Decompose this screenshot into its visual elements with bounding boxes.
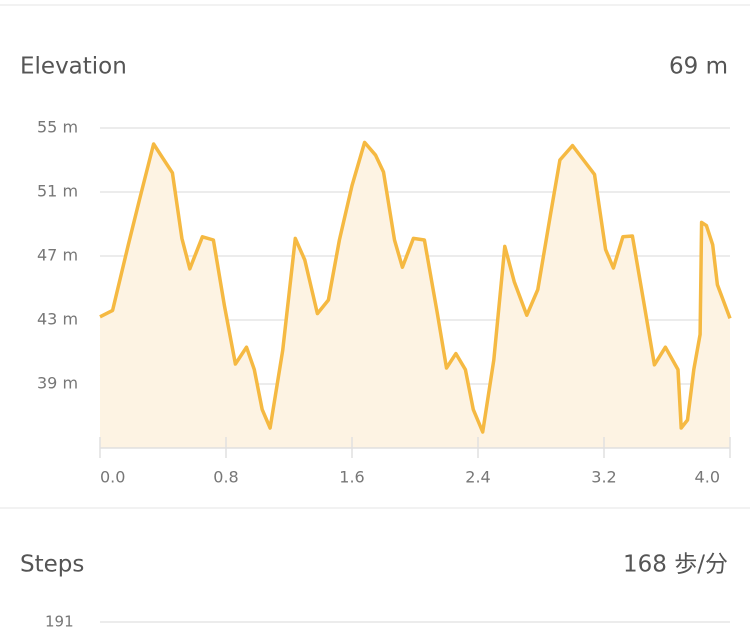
y-tick-label: 43 m <box>37 310 78 329</box>
y-tick-label: 47 m <box>37 246 78 265</box>
x-tick-label: 0.8 <box>213 468 238 487</box>
y-tick-label: 39 m <box>37 374 78 393</box>
x-tick-label: 0.0 <box>100 468 125 487</box>
x-tick-label: 4.0 <box>695 468 720 487</box>
area-fill <box>100 142 730 448</box>
x-tick-label: 2.4 <box>465 468 490 487</box>
elevation-title: Elevation <box>20 54 127 80</box>
x-tick-label: 3.2 <box>591 468 616 487</box>
elevation-value: 69 m <box>669 54 728 80</box>
steps-chart: 191 <box>45 613 730 630</box>
x-tick-label: 1.6 <box>339 468 364 487</box>
y-tick-label: 51 m <box>37 182 78 201</box>
y-tick-label: 191 <box>45 613 74 630</box>
y-tick-label: 55 m <box>37 118 78 137</box>
steps-value: 168 歩/分 <box>623 552 728 578</box>
steps-title: Steps <box>20 552 84 578</box>
elevation-chart: 39 m 43 m 47 m 51 m 55 m 0.0 0.8 1.6 2.4 3.2 4.0 <box>37 118 732 487</box>
elevation-line <box>99 140 732 434</box>
